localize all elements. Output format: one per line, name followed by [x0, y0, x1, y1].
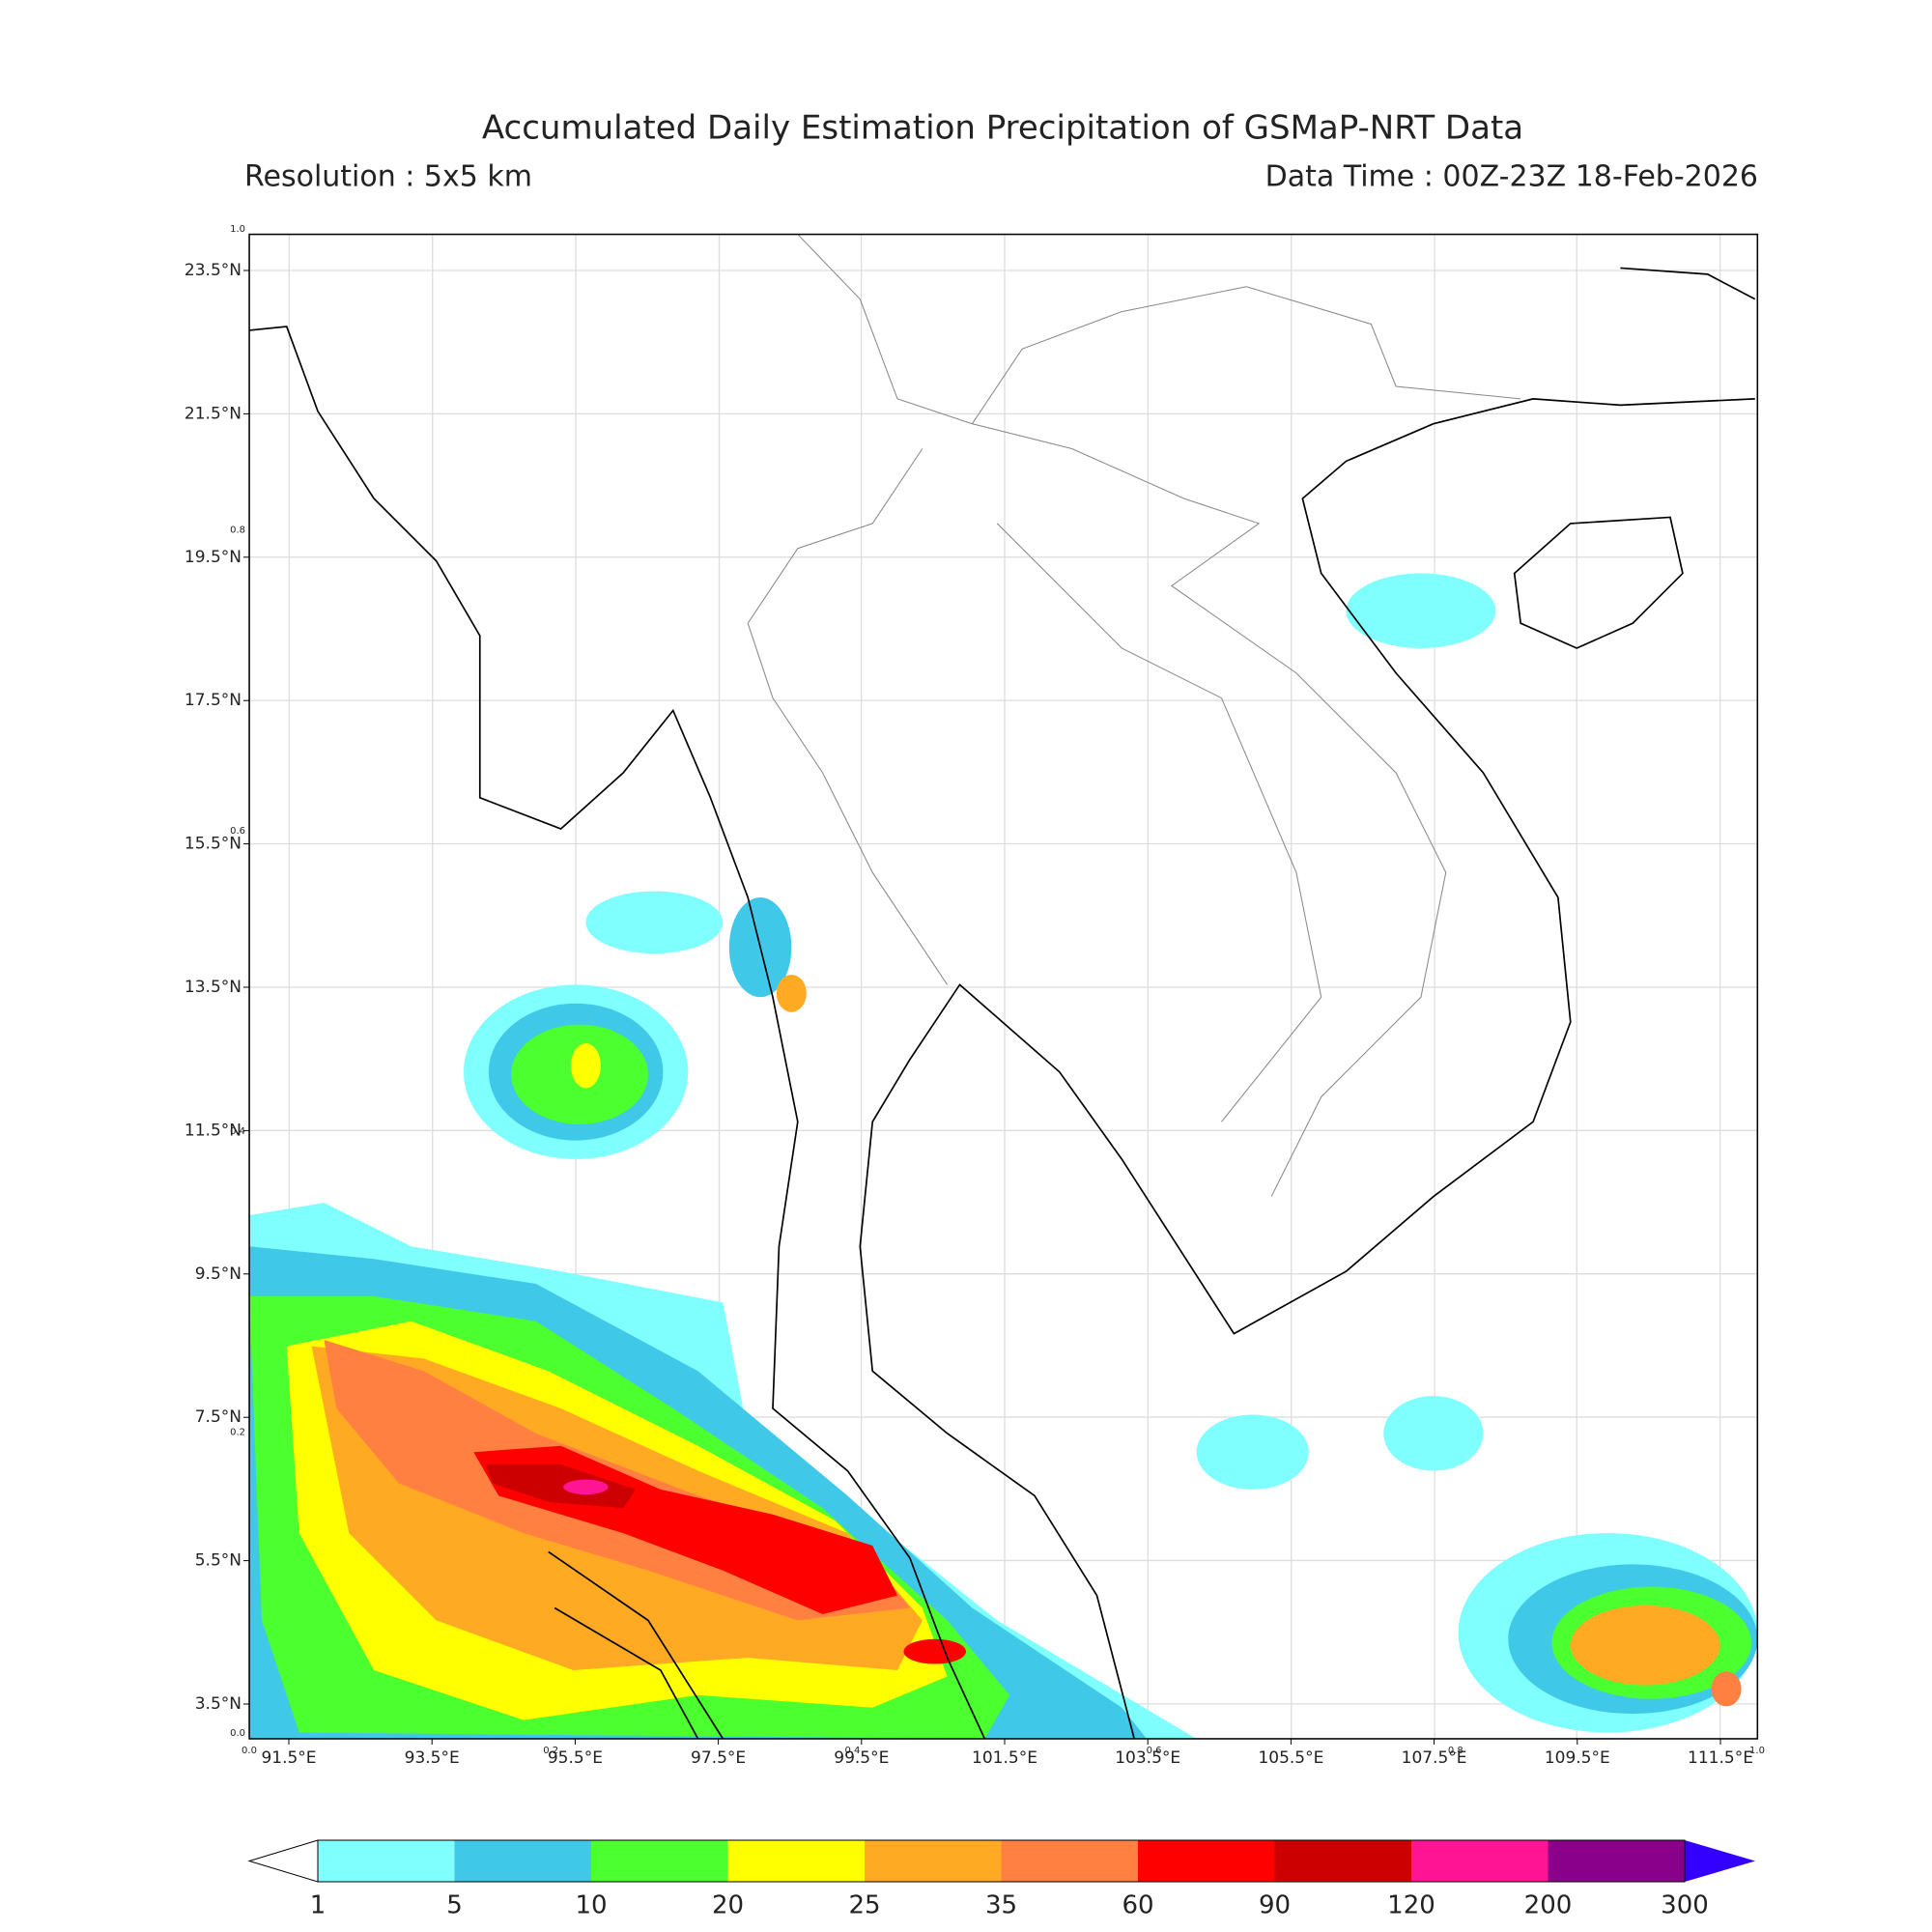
colorbar-label: 1	[310, 1891, 327, 1920]
title: Accumulated Daily Estimation Precipitati…	[482, 109, 1523, 148]
frame-tick-y: 0.8	[230, 525, 245, 535]
lat-label: 7.5°N	[195, 1407, 242, 1427]
resolution: Resolution : 5x5 km	[244, 160, 532, 194]
lon-label: 97.5°E	[691, 1748, 746, 1768]
lon-label: 91.5°E	[261, 1748, 316, 1768]
lat-label: 17.5°N	[185, 691, 242, 710]
frame-tick-x: 1.0	[1749, 1746, 1765, 1756]
lat-label: 3.5°N	[195, 1694, 242, 1714]
frame-tick-y: 1.0	[230, 224, 245, 235]
frame-tick-x: 0.4	[844, 1746, 860, 1756]
colorbar-segment	[591, 1840, 728, 1882]
colorbar-label: 90	[1259, 1891, 1291, 1920]
colorbar-frame	[317, 1839, 1686, 1883]
lon-label: 95.5°E	[548, 1748, 603, 1768]
lat-label: 13.5°N	[185, 978, 242, 997]
colorbar-segment	[727, 1840, 866, 1882]
colorbar-segment	[1138, 1840, 1275, 1882]
coastline	[249, 267, 1756, 1739]
lat-label: 15.5°N	[185, 835, 242, 854]
lon-label: 99.5°E	[834, 1748, 889, 1768]
lon-label: 101.5°E	[972, 1748, 1037, 1768]
colorbar-label: 5	[446, 1891, 463, 1920]
colorbar-label: 300	[1661, 1891, 1709, 1920]
frame-tick-y: 0.0	[230, 1728, 245, 1739]
lon-label: 103.5°E	[1115, 1748, 1180, 1768]
colorbar-segment	[318, 1840, 455, 1882]
precipitation	[249, 573, 1758, 1739]
colorbar-segment	[454, 1840, 592, 1882]
lat-label: 5.5°N	[195, 1551, 242, 1571]
colorbar-segment	[1548, 1840, 1686, 1882]
lon-label: 109.5°E	[1545, 1748, 1610, 1768]
frame-tick-y: 0.2	[230, 1428, 245, 1438]
lon-label: 111.5°E	[1688, 1748, 1753, 1768]
frame-tick-y: 0.4	[230, 1126, 245, 1137]
axis-labels: 91.5°E 93.5°E 95.5°E 97.5°E 99.5°E 101.5°E 103…	[185, 224, 1765, 1768]
lat-label: 23.5°N	[185, 261, 242, 280]
colorbar-under	[247, 1839, 319, 1883]
data-time: Data Time : 00Z-23Z 18-Feb-2026	[1265, 160, 1758, 194]
colorbar-label: 10	[575, 1891, 607, 1920]
colorbar-label: 25	[848, 1891, 880, 1920]
frame-tick-x: 0.0	[242, 1746, 257, 1756]
frame-tick-x: 0.6	[1147, 1746, 1162, 1756]
colorbar: 1 5 10 20 25 35 60 90 120 200 300	[247, 1839, 1755, 1920]
lat-label: 21.5°N	[185, 404, 242, 423]
colorbar-label: 20	[712, 1891, 744, 1920]
colorbar-label: 200	[1524, 1891, 1573, 1920]
colorbar-segment	[1001, 1840, 1139, 1882]
borders	[747, 234, 1521, 1197]
lat-label: 11.5°N	[185, 1121, 242, 1140]
frame-tick-x: 0.2	[543, 1746, 558, 1756]
frame-tick-x: 0.8	[1448, 1746, 1463, 1756]
lon-label: 93.5°E	[405, 1748, 460, 1768]
lon-label: 107.5°E	[1402, 1748, 1467, 1768]
colorbar-segment	[1274, 1840, 1412, 1882]
colorbar-segment	[1411, 1840, 1548, 1882]
lat-label: 9.5°N	[195, 1264, 242, 1284]
lon-label: 105.5°E	[1258, 1748, 1323, 1768]
colorbar-segment	[865, 1840, 1002, 1882]
colorbar-label: 35	[985, 1891, 1017, 1920]
map-area	[248, 233, 1759, 1740]
lat-label: 19.5°N	[185, 548, 242, 567]
colorbar-over	[1685, 1840, 1755, 1882]
colorbar-label: 120	[1387, 1891, 1435, 1920]
frame-tick-y: 0.6	[230, 826, 245, 837]
colorbar-label: 60	[1122, 1891, 1153, 1920]
map-frame	[248, 233, 1759, 1740]
